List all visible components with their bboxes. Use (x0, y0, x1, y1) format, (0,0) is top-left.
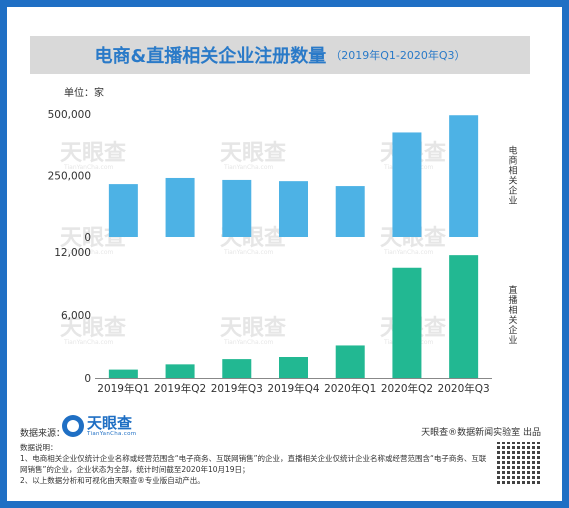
series-label-char: 直 (508, 284, 517, 296)
bar (335, 345, 365, 378)
logo-name: 天眼查 (87, 414, 133, 432)
y-tick-label: 6,000 (61, 310, 91, 322)
watermark-url: TianYanCha.com (223, 164, 273, 171)
y-tick-label: 0 (84, 232, 91, 244)
chart-subtitle: （2019年Q1-2020年Q3） (330, 49, 466, 62)
series-label-char: 相 (508, 165, 517, 177)
category-label: 2019年Q4 (267, 382, 319, 395)
bar (335, 186, 365, 237)
logo-eye-icon (62, 415, 84, 437)
source-label: 数据来源： (20, 429, 66, 439)
bar (108, 184, 138, 237)
category-label: 2019年Q3 (211, 382, 263, 395)
watermark-text: 天眼查 (220, 316, 286, 341)
watermark-url: TianYanCha.com (63, 249, 113, 256)
watermark-url: TianYanCha.com (63, 339, 113, 346)
watermark-url: TianYanCha.com (223, 339, 273, 346)
notes-title: 数据说明： (20, 443, 58, 452)
watermark-text: 天眼查 (60, 316, 126, 341)
series-label-char: 企 (508, 324, 517, 336)
tianyancha-logo: 天眼查 TianYanCha.com (62, 415, 136, 437)
series-label-char: 电 (508, 145, 517, 157)
bar (279, 181, 308, 237)
bar (222, 179, 252, 237)
series-label-char: 关 (508, 314, 517, 326)
qr-code-icon[interactable] (497, 442, 541, 486)
series-label-char: 关 (508, 175, 517, 187)
bar (222, 359, 252, 378)
watermark-text: 天眼查 (220, 141, 286, 166)
ecommerce-chart: 0 250,000 500,000 电商相关企业 (48, 109, 518, 244)
watermark-text: 天眼查 (60, 141, 126, 166)
category-label: 2020年Q1 (324, 382, 376, 395)
series-label-char: 商 (508, 155, 517, 167)
bar (165, 177, 195, 237)
category-label: 2019年Q2 (154, 382, 206, 395)
bar (449, 255, 479, 378)
y-tick-label: 0 (84, 373, 91, 385)
chart-title: 电商&直播相关企业注册数量 (94, 46, 327, 67)
series-label-char: 相 (508, 304, 517, 316)
livestream-chart: 0 6,000 12,000 直播相关企业 (54, 247, 517, 385)
category-label: 2019年Q1 (97, 382, 149, 395)
watermark-url: TianYanCha.com (383, 249, 433, 256)
series-label-char: 播 (508, 294, 517, 306)
bar (449, 115, 479, 237)
watermark-layer: 天眼查TianYanCha.com天眼查TianYanCha.com天眼查Tia… (60, 141, 446, 346)
unit-label: 单位：家 (64, 88, 104, 99)
credit-text: 天眼查®数据新闻实验室 出品 (421, 428, 541, 438)
note-1: 1、电商相关企业仅统计企业名称或经营范围含“电子商务、互联网销售”的企业，直播相… (20, 454, 487, 474)
y-tick-label: 500,000 (48, 109, 91, 121)
data-notes: 数据说明： 1、电商相关企业仅统计企业名称或经营范围含“电子商务、互联网销售”的… (20, 442, 490, 486)
title-bar: 电商&直播相关企业注册数量 （2019年Q1-2020年Q3） (30, 36, 530, 74)
bar (392, 132, 422, 237)
card (7, 7, 562, 501)
x-axis: 2019年Q1 2019年Q2 2019年Q3 2019年Q4 2020年Q1 2020年… (95, 378, 492, 395)
watermark-url: TianYanCha.com (63, 164, 113, 171)
watermark-url: TianYanCha.com (223, 249, 273, 256)
category-label: 2020年Q2 (381, 382, 433, 395)
y-tick-label: 250,000 (48, 171, 91, 183)
category-label: 2020年Q3 (438, 382, 490, 395)
series-label-char: 业 (508, 196, 517, 207)
bar (392, 267, 422, 378)
logo-url: TianYanCha.com (87, 431, 137, 437)
note-2: 2、以上数据分析和可视化由天眼查®专业版自动产出。 (20, 476, 205, 485)
bar (279, 357, 308, 378)
bar (165, 364, 195, 378)
y-tick-label: 12,000 (54, 247, 91, 259)
series-label-char: 企 (508, 185, 517, 197)
series-label-char: 业 (508, 335, 517, 346)
bar (108, 369, 138, 378)
